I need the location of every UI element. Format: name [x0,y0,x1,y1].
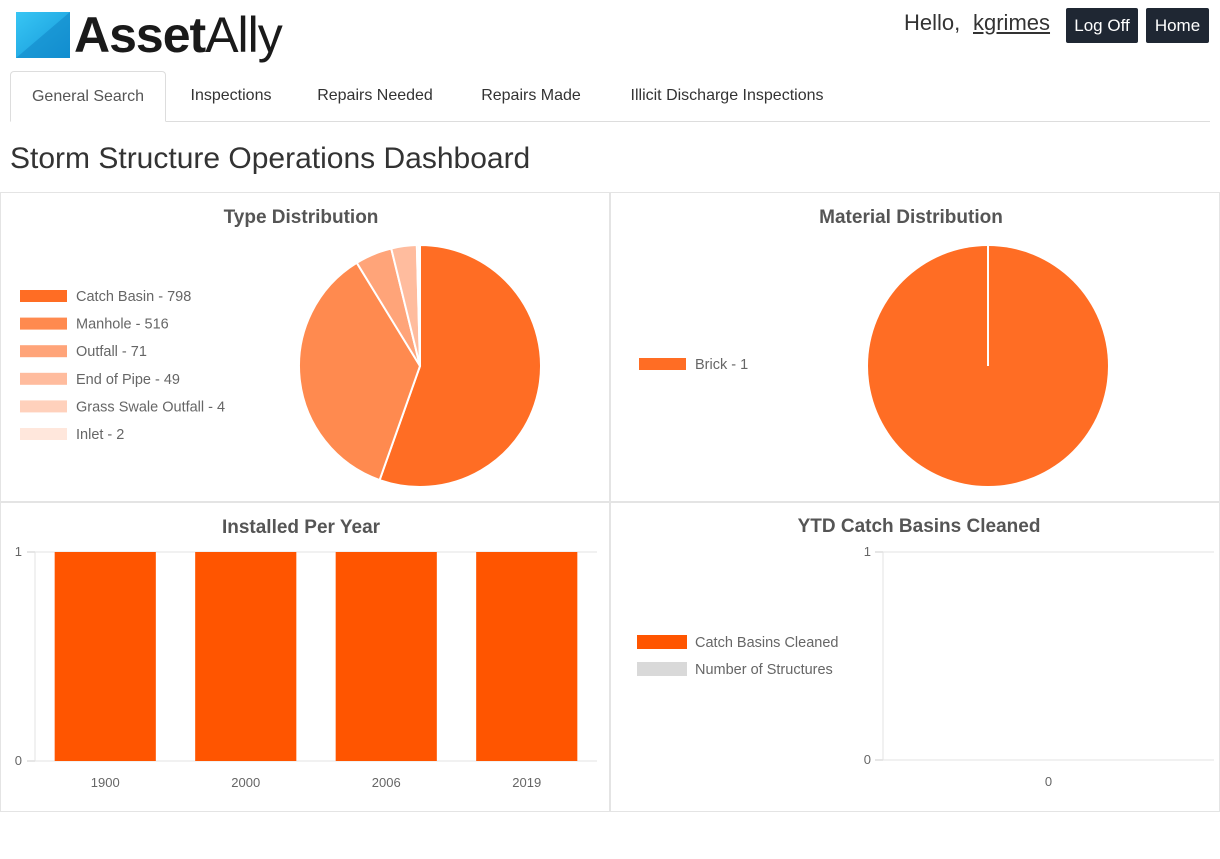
tab-repairs-made[interactable]: Repairs Made [481,87,581,104]
legend-swatch-catch-basins-cleaned [637,635,687,649]
x-tick-label: 2019 [512,775,541,790]
username-link[interactable]: kgrimes [973,10,1051,35]
type-distribution-panel: Type Distribution Catch Basin - 798 Manhol… [0,192,610,502]
legend-swatch-end-of-pipe [20,372,67,385]
page-title: Storm Structure Operations Dashboard [10,142,531,175]
legend-swatch-number-of-structures [637,662,687,676]
legend-swatch-brick [639,358,686,370]
legend-swatch-manhole [20,317,67,330]
legend-label-catch-basin: Catch Basin - 798 [76,289,191,305]
pie-slice-inlet [417,243,421,367]
y-tick-label: 1 [864,544,871,559]
x-tick-label: 0 [1045,774,1052,789]
legend-label-manhole: Manhole - 516 [76,317,169,333]
legend-label-inlet: Inlet - 2 [76,427,124,443]
legend-swatch-outfall [20,345,67,358]
legend-label-number-of-structures: Number of Structures [695,662,833,678]
nav-tabs: General Search Inspections Repairs Neede… [10,71,1210,122]
legend-label-grass-swale-outfall: Grass Swale Outfall - 4 [76,399,225,415]
assetally-logo[interactable]: AssetAlly [16,7,286,72]
legend-swatch-grass-swale-outfall [20,400,67,413]
bar-2000 [195,552,297,761]
log-off-button[interactable]: Log Off [1066,8,1138,43]
legend-label-catch-basins-cleaned: Catch Basins Cleaned [695,635,838,651]
legend-label-end-of-pipe: End of Pipe - 49 [76,372,180,388]
type-distribution-chart: Type Distribution Catch Basin - 798 Manhol… [20,207,542,488]
tab-inspections[interactable]: Inspections [190,87,272,104]
material-distribution-chart: Material Distribution Brick - 1 [639,207,1108,486]
chart-title: Type Distribution [224,207,379,228]
installed-per-year-chart: Installed Per Year 0 1 1900 2000 2006 2019 [15,517,597,790]
installed-per-year-panel: Installed Per Year 0 1 1900 2000 2006 2019 [0,502,610,812]
legend-label-outfall: Outfall - 71 [76,344,147,360]
ytd-catch-basins-cleaned-chart: YTD Catch Basins Cleaned 0 1 0 Catch Basins … [637,516,1214,789]
pie-slice-catch-basin [378,243,542,488]
chart-title: Material Distribution [819,207,1003,228]
home-button[interactable]: Home [1146,8,1209,43]
logo-wordmark: AssetAlly [74,7,283,63]
legend-label-brick: Brick - 1 [695,357,748,373]
bar-2006 [335,552,437,761]
logo-mark-icon [16,12,70,58]
tab-repairs-needed[interactable]: Repairs Needed [317,87,433,104]
legend-swatch-inlet [20,428,67,440]
y-tick-label: 0 [864,752,871,767]
x-tick-label: 1900 [91,775,120,790]
ytd-catch-basins-cleaned-panel: YTD Catch Basins Cleaned 0 1 0 Catch Basins … [610,502,1220,812]
tab-illicit-discharge-inspections[interactable]: Illicit Discharge Inspections [630,87,824,104]
greeting-text: Hello, [904,10,961,35]
x-tick-label: 2000 [231,775,260,790]
y-tick-label: 1 [15,544,22,559]
bar-2019 [476,552,578,761]
chart-title: YTD Catch Basins Cleaned [798,516,1041,537]
x-tick-label: 2006 [372,775,401,790]
material-distribution-panel: Material Distribution Brick - 1 [610,192,1220,502]
tab-general-search[interactable]: General Search [10,71,166,122]
chart-title: Installed Per Year [222,517,381,538]
y-tick-label: 0 [15,753,22,768]
bar-1900 [54,552,156,761]
legend-swatch-catch-basin [20,290,67,302]
